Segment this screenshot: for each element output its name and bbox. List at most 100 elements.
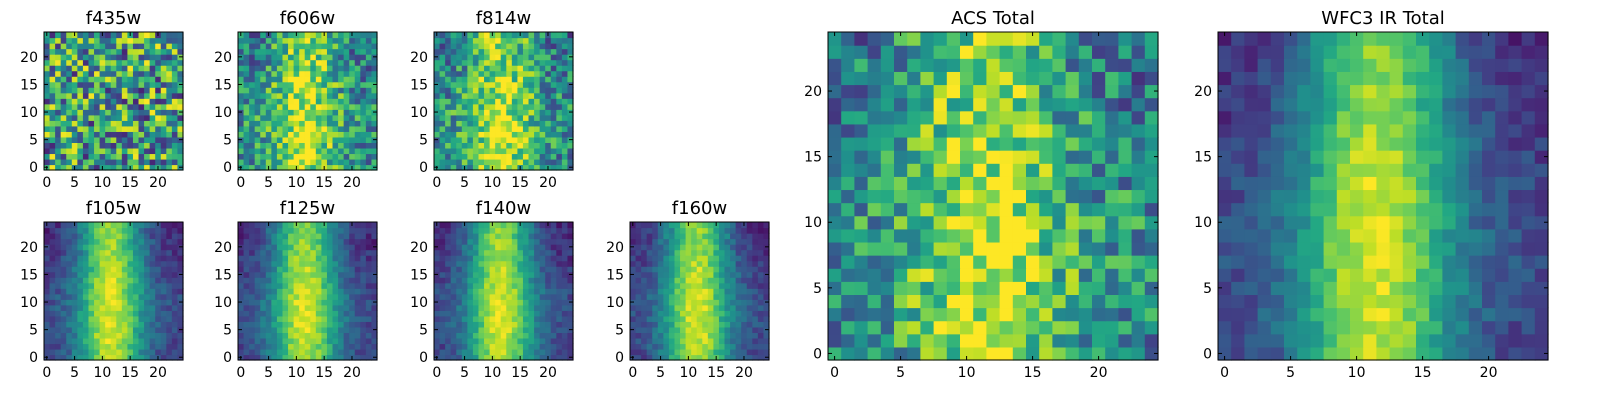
heatmap-cell bbox=[641, 244, 648, 251]
heatmap-cell bbox=[138, 114, 145, 121]
heatmap-cell bbox=[371, 293, 378, 300]
heatmap-cell bbox=[556, 54, 563, 61]
heatmap-cell bbox=[371, 304, 378, 311]
heatmap-cell bbox=[635, 348, 642, 356]
heatmap-cell bbox=[1039, 228, 1053, 243]
heatmap-cell bbox=[663, 282, 670, 289]
heatmap-cell bbox=[461, 255, 468, 262]
heatmap-cell bbox=[321, 332, 328, 339]
heatmap-cell bbox=[489, 343, 496, 350]
heatmap-cell bbox=[354, 48, 361, 55]
heatmap-cell bbox=[960, 241, 974, 256]
heatmap-cell bbox=[522, 233, 530, 240]
heatmap-cell bbox=[94, 92, 101, 99]
heatmap-cell bbox=[299, 158, 306, 166]
heatmap-cell bbox=[238, 310, 245, 317]
heatmap-cell bbox=[371, 277, 378, 284]
heatmap-cell bbox=[545, 315, 552, 322]
y-tick-label: 5 bbox=[223, 323, 232, 339]
heatmap-cell bbox=[116, 120, 123, 127]
heatmap-cell bbox=[478, 76, 485, 83]
heatmap-cell bbox=[315, 164, 322, 171]
heatmap-cell bbox=[343, 37, 350, 44]
heatmap-cell bbox=[321, 304, 328, 311]
heatmap-cell bbox=[445, 65, 452, 72]
heatmap-cell bbox=[1026, 307, 1040, 322]
heatmap-cell bbox=[121, 65, 128, 72]
heatmap-cell bbox=[1065, 268, 1080, 282]
heatmap-cell bbox=[304, 326, 311, 333]
heatmap-cell bbox=[746, 260, 753, 267]
heatmap-cell bbox=[315, 266, 322, 273]
heatmap-cell bbox=[116, 222, 123, 229]
heatmap-cell bbox=[561, 136, 569, 143]
heatmap-cell bbox=[506, 98, 513, 105]
heatmap-cell bbox=[828, 202, 842, 217]
heatmap-cell bbox=[1092, 241, 1106, 256]
heatmap-cell bbox=[920, 228, 935, 243]
heatmap-cell bbox=[116, 54, 123, 61]
heatmap-cell bbox=[528, 158, 535, 166]
heatmap-cell bbox=[315, 238, 322, 245]
heatmap-cell bbox=[260, 87, 267, 94]
heatmap-cell bbox=[238, 332, 245, 339]
heatmap-cell bbox=[116, 109, 123, 116]
heatmap-cell bbox=[907, 307, 921, 322]
heatmap-cell bbox=[561, 299, 569, 306]
heatmap-cell bbox=[299, 222, 306, 229]
heatmap-cell bbox=[94, 131, 101, 138]
heatmap-cell bbox=[338, 343, 345, 350]
heatmap-cell bbox=[260, 92, 267, 99]
heatmap-cell bbox=[506, 299, 513, 306]
heatmap-cell bbox=[155, 59, 162, 66]
heatmap-cell bbox=[467, 92, 474, 99]
heatmap-cell bbox=[511, 238, 518, 245]
heatmap-cell bbox=[450, 271, 457, 278]
heatmap-cell bbox=[60, 348, 67, 356]
heatmap-cell bbox=[478, 299, 485, 306]
heatmap-cell bbox=[528, 332, 535, 339]
heatmap-cell bbox=[894, 176, 908, 191]
heatmap-cell bbox=[343, 158, 350, 166]
heatmap-cell bbox=[668, 227, 676, 234]
heatmap-cell bbox=[149, 282, 156, 289]
heatmap-cell bbox=[1105, 241, 1119, 256]
heatmap-cell bbox=[907, 215, 921, 230]
heatmap-cell bbox=[243, 337, 250, 345]
heatmap-cell bbox=[517, 343, 524, 350]
heatmap-cell bbox=[713, 266, 720, 273]
heatmap-cell bbox=[44, 120, 51, 127]
heatmap-cell bbox=[249, 271, 256, 278]
heatmap-cell bbox=[439, 249, 446, 256]
heatmap-cell bbox=[166, 125, 173, 132]
heatmap-cell bbox=[349, 310, 356, 317]
heatmap-cell bbox=[49, 233, 56, 240]
heatmap-cell bbox=[456, 32, 463, 39]
heatmap-cell bbox=[1144, 268, 1159, 282]
heatmap-cell bbox=[1092, 307, 1106, 322]
heatmap-cell bbox=[478, 282, 485, 289]
heatmap-cell bbox=[484, 87, 491, 94]
heatmap-cell bbox=[489, 147, 496, 155]
heatmap-cell bbox=[299, 147, 306, 155]
heatmap-cell bbox=[343, 304, 350, 311]
heatmap-cell bbox=[105, 153, 112, 160]
heatmap-cell bbox=[349, 59, 356, 66]
heatmap-cell bbox=[354, 103, 361, 110]
heatmap-cell bbox=[343, 310, 350, 317]
heatmap-cell bbox=[116, 131, 123, 138]
heatmap-cell bbox=[545, 348, 552, 356]
heatmap-cell bbox=[371, 227, 378, 234]
heatmap-cell bbox=[99, 59, 106, 66]
heatmap-cell bbox=[973, 241, 987, 256]
heatmap-cell bbox=[260, 277, 267, 284]
heatmap-cell bbox=[528, 266, 535, 273]
heatmap-cell bbox=[730, 315, 737, 322]
heatmap-cell bbox=[55, 222, 62, 229]
heatmap-cell bbox=[641, 315, 648, 322]
heatmap-cell bbox=[365, 271, 373, 278]
heatmap-cell bbox=[517, 125, 524, 132]
heatmap-cell bbox=[646, 277, 653, 284]
heatmap-cell bbox=[105, 43, 112, 50]
heatmap-cell bbox=[641, 321, 648, 328]
